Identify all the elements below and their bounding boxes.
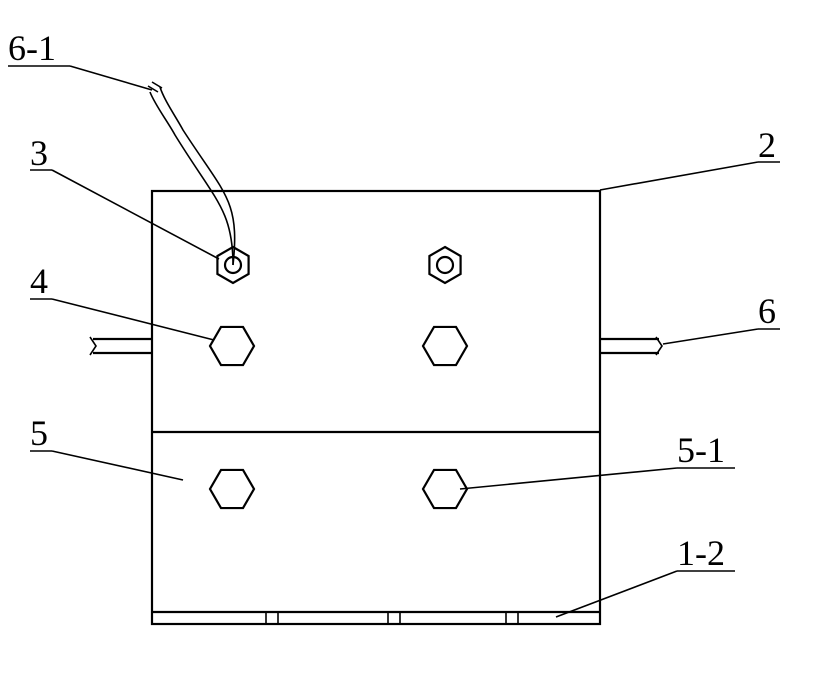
- leader-6-1: [70, 66, 152, 90]
- bolt-hex-bottom: [210, 470, 254, 508]
- label-5-1: 5-1: [677, 430, 725, 470]
- label-6: 6: [758, 291, 776, 331]
- bolt-inner-circle: [437, 257, 453, 273]
- bolt-hex-mid: [210, 327, 254, 365]
- leader-5: [52, 451, 183, 480]
- leader-3: [52, 170, 219, 259]
- leader-6: [663, 329, 758, 344]
- wire-inner: [160, 87, 235, 265]
- leader-5-1: [460, 468, 677, 489]
- label-6-1: 6-1: [8, 28, 56, 68]
- label-4: 4: [30, 261, 48, 301]
- wire-break: [148, 82, 162, 92]
- label-5: 5: [30, 413, 48, 453]
- bolt-hex-top: [429, 247, 460, 283]
- label-3: 3: [30, 133, 48, 173]
- bolt-hex-mid: [423, 327, 467, 365]
- leader-1-2: [556, 571, 677, 617]
- wire-outer: [150, 92, 233, 265]
- label-2: 2: [758, 125, 776, 165]
- leader-4: [52, 299, 214, 340]
- label-1-2: 1-2: [677, 533, 725, 573]
- leader-2: [600, 162, 758, 190]
